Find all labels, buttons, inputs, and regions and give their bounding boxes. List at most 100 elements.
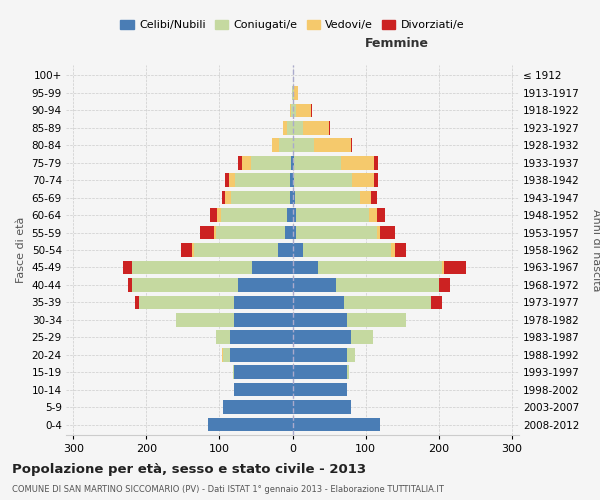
- Bar: [225, 174, 229, 187]
- Bar: [235, 174, 290, 187]
- Bar: [395, 243, 406, 257]
- Bar: [139, 296, 234, 309]
- Bar: [439, 278, 449, 291]
- Legend: Celibi/Nubili, Coniugati/e, Vedovi/e, Divorziati/e: Celibi/Nubili, Coniugati/e, Vedovi/e, Di…: [116, 15, 469, 34]
- Bar: [293, 86, 294, 100]
- Bar: [287, 208, 293, 222]
- Y-axis label: Fasce di età: Fasce di età: [16, 217, 26, 283]
- Bar: [294, 86, 298, 100]
- Bar: [293, 313, 347, 326]
- Bar: [293, 121, 304, 134]
- Bar: [238, 156, 242, 170]
- Bar: [374, 174, 378, 187]
- Bar: [296, 104, 311, 117]
- Bar: [293, 104, 296, 117]
- Bar: [294, 156, 341, 170]
- Bar: [283, 121, 287, 134]
- Bar: [221, 208, 287, 222]
- Bar: [223, 400, 293, 414]
- Bar: [377, 226, 380, 239]
- Bar: [329, 121, 331, 134]
- Bar: [352, 174, 374, 187]
- Bar: [128, 278, 132, 291]
- Bar: [238, 278, 293, 291]
- Bar: [291, 104, 293, 117]
- Bar: [234, 366, 293, 379]
- Bar: [221, 348, 223, 362]
- Bar: [442, 260, 444, 274]
- Bar: [292, 86, 293, 100]
- Bar: [296, 208, 369, 222]
- Text: COMUNE DI SAN MARTINO SICCOMARIO (PV) - Dati ISTAT 1° gennaio 2013 - Elaborazion: COMUNE DI SAN MARTINO SICCOMARIO (PV) - …: [12, 485, 444, 494]
- Bar: [132, 278, 238, 291]
- Bar: [253, 260, 293, 274]
- Bar: [216, 226, 285, 239]
- Bar: [280, 138, 293, 152]
- Text: Femmine: Femmine: [365, 37, 428, 50]
- Bar: [444, 260, 466, 274]
- Bar: [293, 383, 347, 396]
- Bar: [233, 366, 234, 379]
- Bar: [217, 208, 221, 222]
- Bar: [194, 243, 278, 257]
- Bar: [380, 226, 395, 239]
- Bar: [371, 191, 377, 204]
- Bar: [278, 243, 293, 257]
- Y-axis label: Anni di nascita: Anni di nascita: [591, 209, 600, 291]
- Bar: [242, 156, 251, 170]
- Bar: [295, 191, 361, 204]
- Bar: [311, 104, 312, 117]
- Bar: [293, 226, 296, 239]
- Bar: [136, 296, 139, 309]
- Bar: [287, 121, 293, 134]
- Bar: [230, 348, 293, 362]
- Bar: [176, 313, 234, 326]
- Bar: [285, 226, 293, 239]
- Bar: [181, 243, 193, 257]
- Bar: [293, 260, 318, 274]
- Bar: [304, 243, 391, 257]
- Bar: [193, 243, 194, 257]
- Bar: [351, 138, 352, 152]
- Bar: [214, 226, 216, 239]
- Bar: [347, 348, 355, 362]
- Bar: [293, 366, 347, 379]
- Bar: [293, 174, 294, 187]
- Bar: [344, 296, 431, 309]
- Bar: [351, 330, 373, 344]
- Bar: [251, 156, 291, 170]
- Bar: [391, 243, 395, 257]
- Bar: [293, 243, 304, 257]
- Bar: [234, 383, 293, 396]
- Bar: [272, 138, 280, 152]
- Text: Popolazione per età, sesso e stato civile - 2013: Popolazione per età, sesso e stato civil…: [12, 462, 366, 475]
- Bar: [341, 156, 374, 170]
- Bar: [294, 174, 352, 187]
- Bar: [369, 208, 377, 222]
- Bar: [293, 400, 351, 414]
- Bar: [231, 191, 290, 204]
- Bar: [431, 296, 442, 309]
- Bar: [293, 330, 351, 344]
- Bar: [225, 191, 231, 204]
- Bar: [229, 174, 235, 187]
- Bar: [291, 156, 293, 170]
- Bar: [293, 296, 344, 309]
- Bar: [132, 260, 253, 274]
- Bar: [293, 278, 337, 291]
- Bar: [347, 313, 406, 326]
- Bar: [293, 191, 295, 204]
- Bar: [208, 418, 293, 432]
- Bar: [234, 313, 293, 326]
- Bar: [293, 138, 314, 152]
- Bar: [296, 226, 377, 239]
- Bar: [210, 208, 217, 222]
- Bar: [216, 330, 230, 344]
- Bar: [304, 121, 329, 134]
- Bar: [234, 296, 293, 309]
- Bar: [374, 156, 378, 170]
- Bar: [293, 156, 294, 170]
- Bar: [200, 226, 214, 239]
- Bar: [337, 278, 439, 291]
- Bar: [221, 191, 225, 204]
